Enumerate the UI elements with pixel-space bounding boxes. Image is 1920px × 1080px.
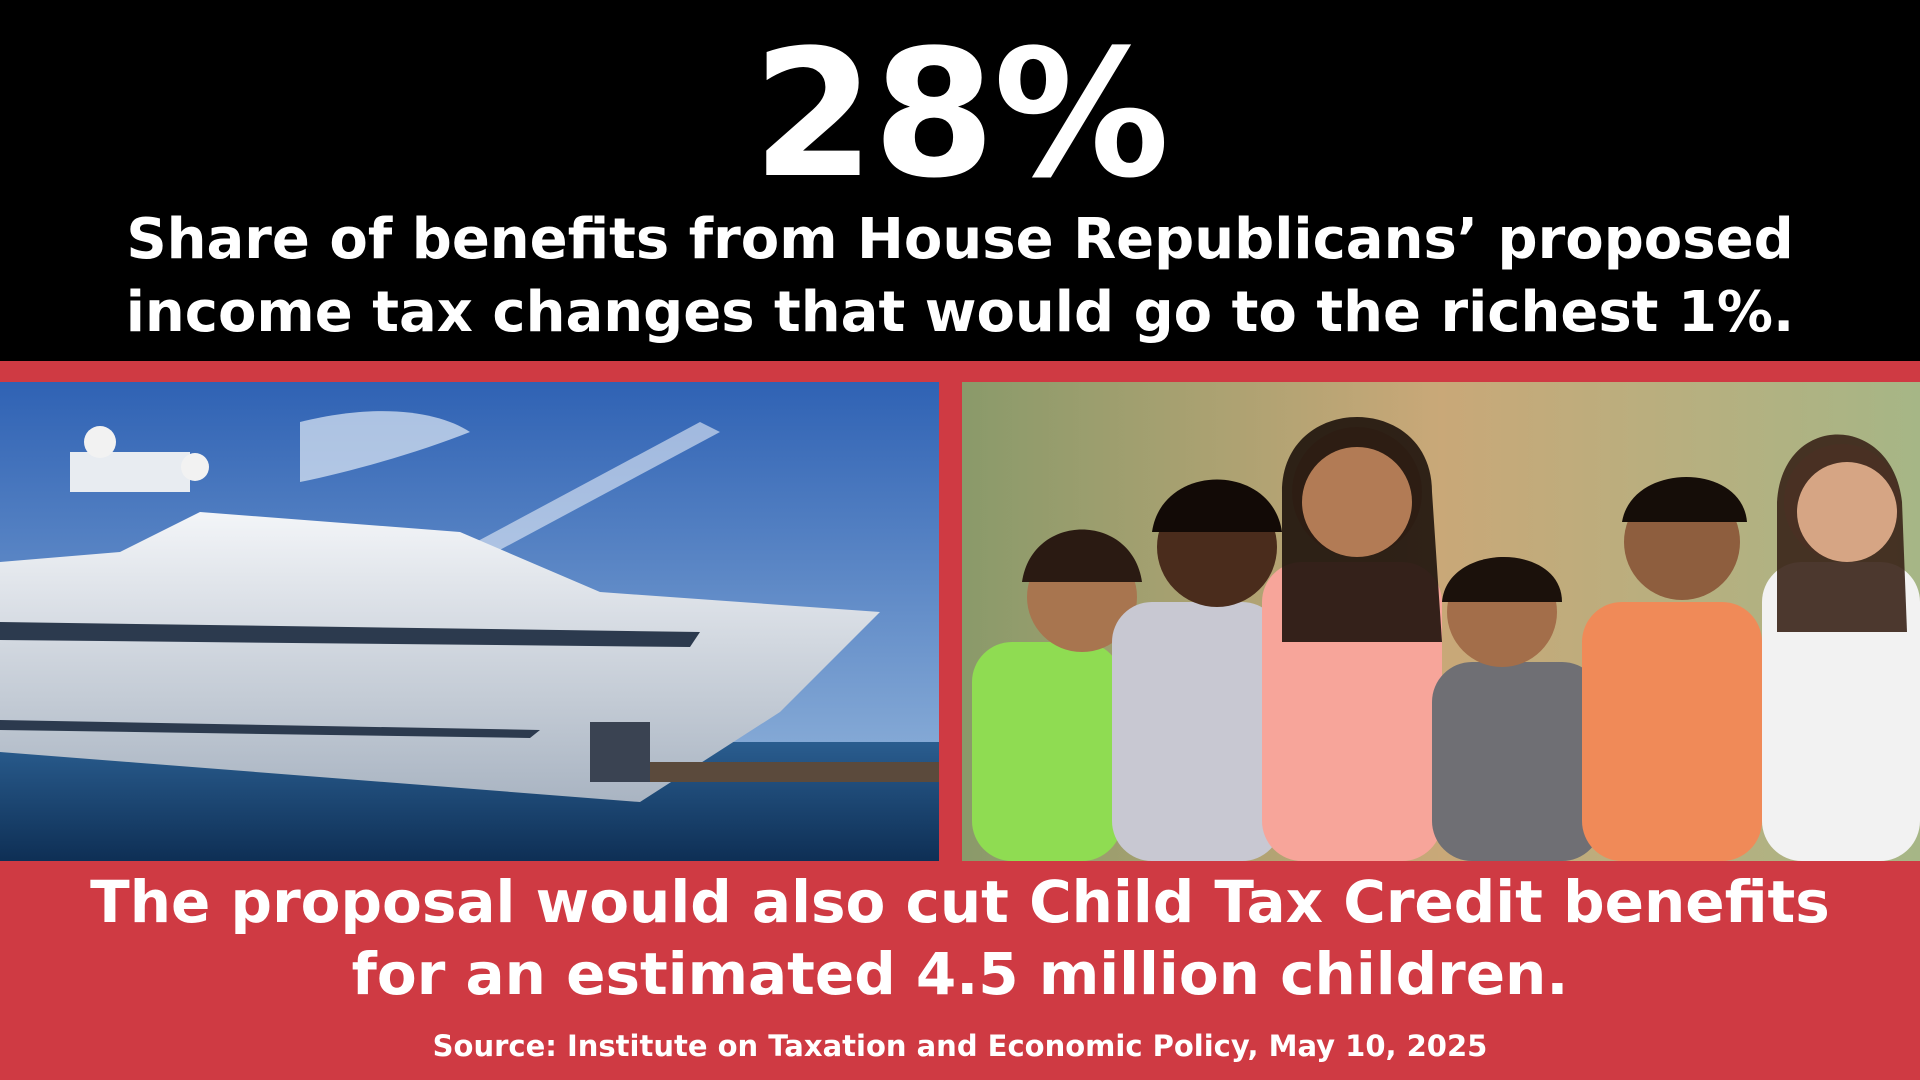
footer-text: The proposal would also cut Child Tax Cr… (90, 868, 1830, 936)
headline-band: 28% Share of benefits from House Republi… (0, 0, 1920, 361)
headline-description: Share of benefits from House Republicans… (126, 207, 1794, 272)
child-figures (972, 417, 1920, 861)
source-note: Source: Institute on Taxation and Econom… (432, 1029, 1488, 1063)
headline-description: income tax changes that would go to the … (125, 280, 1795, 345)
headline-stat: 28% (752, 12, 1169, 217)
footer-text: for an estimated 4.5 million children. (351, 940, 1569, 1008)
children-photo (962, 382, 1920, 861)
yacht-photo (0, 382, 939, 861)
